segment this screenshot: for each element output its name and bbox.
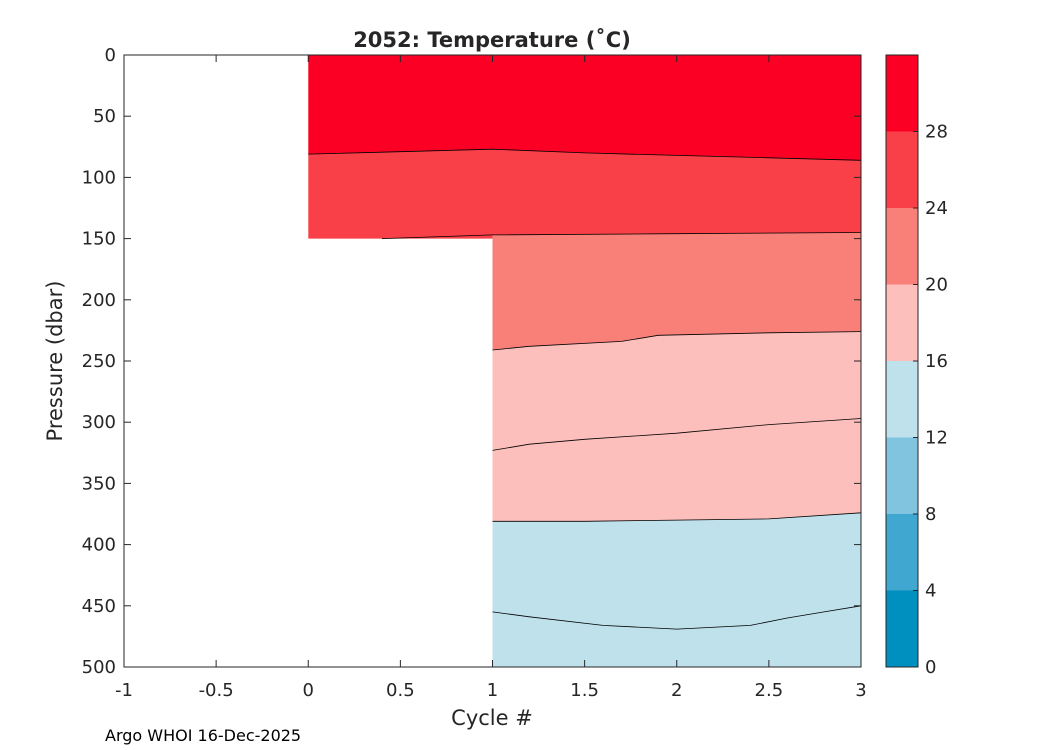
contour-band-12-16 [492, 512, 861, 667]
contour-fill-layer [308, 55, 861, 667]
isotherm-24 [381, 232, 862, 239]
contour-band-above-28 [492, 55, 861, 161]
y-tick-label: 500 [82, 657, 116, 678]
y-tick-label: 350 [82, 473, 116, 494]
y-tick-label: 250 [82, 351, 116, 372]
isotherm-16 [492, 418, 862, 451]
x-tick-label: 1 [487, 680, 498, 701]
colorbar-swatch-above-28 [886, 55, 918, 132]
isotherm-12 [492, 512, 862, 522]
colorbar-swatch-16-20 [886, 284, 918, 361]
x-tick-label: 2 [671, 680, 682, 701]
colorbar-tick-label: 0 [925, 657, 936, 678]
contour-band-24-28 [492, 149, 861, 235]
x-tick-label: 3 [855, 680, 866, 701]
x-tick-label: 0.5 [386, 680, 415, 701]
colorbar-tick-label: 4 [925, 581, 936, 602]
y-axis: 0 50 100 150 200 250 300 350 400 450 500 [82, 45, 861, 678]
colorbar-tick-label: 12 [925, 428, 948, 449]
y-axis-label: Pressure (dbar) [43, 281, 67, 442]
isotherm-line-layer [308, 148, 862, 630]
colorbar-ticks: 0 4 8 12 16 20 24 28 [913, 122, 948, 678]
colorbar-swatch-8-12 [886, 437, 918, 514]
y-tick-label: 400 [82, 535, 116, 556]
y-tick-label: 150 [82, 229, 116, 250]
contour-band-24-28 [308, 149, 493, 239]
y-tick-label: 50 [93, 106, 116, 127]
colorbar-swatch-20-24 [886, 208, 918, 285]
x-axis: -1 -0.5 0 0.5 1 1.5 2 2.5 3 [115, 55, 867, 701]
contour-band-16-20 [492, 331, 861, 522]
y-tick-label: 0 [105, 45, 116, 66]
colorbar-swatch-4-8 [886, 514, 918, 591]
isotherm-8 [492, 605, 862, 630]
x-tick-label: 0 [303, 680, 314, 701]
x-tick-label: -0.5 [199, 680, 234, 701]
colorbar-tick-label: 20 [925, 275, 948, 296]
chart-title: 2052: Temperature (˚C) [353, 28, 631, 52]
x-axis-label: Cycle # [451, 706, 533, 730]
colorbar-tick-label: 8 [925, 504, 936, 525]
contour-band-above-28 [308, 55, 493, 155]
colorbar-swatch-12-16 [886, 361, 918, 438]
isotherm-20 [492, 331, 862, 351]
x-tick-label: 2.5 [755, 680, 784, 701]
colorbar [885, 54, 919, 668]
colorbar-swatch-24-28 [886, 131, 918, 208]
contour-band-20-24 [492, 232, 861, 350]
x-tick-label: 1.5 [570, 680, 599, 701]
colorbar-tick-label: 24 [925, 198, 948, 219]
y-tick-label: 450 [82, 596, 116, 617]
colorbar-tick-label: 28 [925, 122, 948, 143]
colorbar-tick-label: 16 [925, 351, 948, 372]
footer-credit: Argo WHOI 16-Dec-2025 [105, 726, 301, 745]
colorbar-swatch-below-4 [886, 590, 918, 667]
x-tick-label: -1 [115, 680, 133, 701]
y-tick-label: 100 [82, 167, 116, 188]
isotherm-28 [308, 148, 862, 161]
y-tick-label: 300 [82, 412, 116, 433]
y-tick-label: 200 [82, 290, 116, 311]
